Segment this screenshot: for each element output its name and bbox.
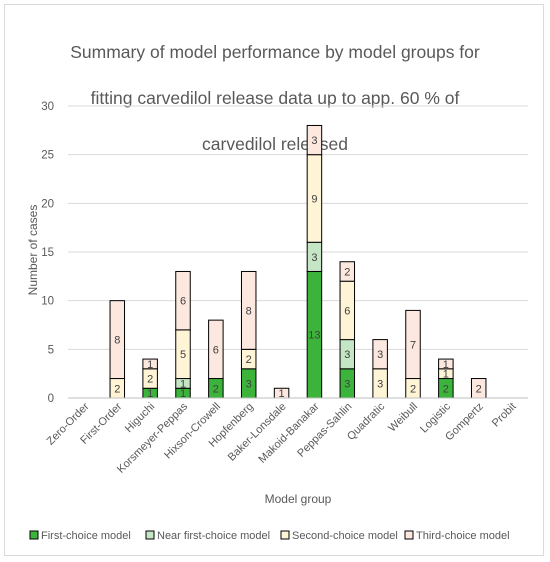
data-label: 6: [180, 296, 186, 308]
bar-segment: [109, 300, 126, 380]
gridlines: [68, 105, 528, 399]
data-label: 1: [279, 388, 285, 400]
data-label: 1: [443, 359, 449, 371]
y-tick-label: 10: [41, 296, 54, 308]
bar-segment: [306, 124, 323, 156]
y-tick-label: 30: [41, 101, 54, 113]
data-label: 3: [377, 378, 383, 390]
bar-segment: [240, 270, 257, 350]
data-label: 1: [443, 369, 449, 381]
legend-label: Second-choice model: [292, 530, 398, 542]
data-label: 7: [410, 339, 416, 351]
bar-segment: [208, 319, 224, 380]
data-label: 6: [344, 305, 350, 317]
data-label: 5: [180, 349, 186, 361]
data-label: 2: [246, 354, 252, 366]
chart-title-line: fitting carvedilol release data up to ap…: [90, 88, 460, 108]
data-label: 3: [311, 135, 317, 147]
legend-swatch: [145, 530, 155, 540]
data-label: 3: [344, 378, 350, 390]
legend: First-choice model Near first-choice mode…: [29, 530, 510, 542]
x-tick-label: Baker-Lonsdale: [226, 401, 289, 464]
bar-segment: [175, 270, 191, 331]
y-axis-label: Number of cases: [26, 205, 40, 296]
data-label: 1: [147, 388, 153, 400]
data-label: 8: [246, 305, 252, 317]
data-label: 1: [180, 388, 186, 400]
data-label: 2: [443, 383, 449, 395]
x-axis: Zero-OrderFirst-OrderHiguchiKorsmeyer-Pe…: [45, 397, 528, 476]
data-label: 3: [344, 349, 350, 361]
legend-label: Third-choice model: [416, 530, 510, 542]
x-tick-label: Makoid-Banakar: [256, 400, 321, 465]
bar-segment: [438, 358, 454, 370]
data-label: 2: [410, 383, 416, 395]
data-label: 9: [311, 193, 317, 205]
y-tick-label: 15: [41, 247, 54, 259]
data-label: 2: [344, 266, 350, 278]
x-tick-label: Probit: [490, 401, 519, 430]
data-label: 3: [246, 378, 252, 390]
chart-frame: [4, 4, 544, 556]
legend-label: First-choice model: [41, 530, 131, 542]
data-label: 2: [213, 383, 219, 395]
data-label: 2: [147, 374, 153, 386]
x-axis-label: Model group: [265, 492, 332, 506]
y-tick-label: 5: [48, 344, 54, 356]
data-label: 1: [180, 378, 186, 390]
y-tick-label: 0: [48, 393, 54, 405]
data-label: 2: [114, 383, 120, 395]
data-label: 8: [114, 335, 120, 347]
data-label: 13: [308, 330, 320, 342]
legend-swatch: [29, 530, 39, 540]
data-label: 2: [476, 383, 482, 395]
y-tick-label: 25: [41, 150, 54, 162]
bar-segment: [405, 309, 421, 380]
x-tick-label: Weibull: [386, 401, 420, 435]
legend-label: Near first-choice model: [157, 530, 270, 542]
chart-title: Summary of model performance by model gr…: [0, 18, 550, 179]
data-label: 3: [311, 252, 317, 264]
bar-segment: [339, 261, 356, 282]
chart-title-line: Summary of model performance by model gr…: [70, 42, 480, 62]
data-label: 1: [147, 359, 153, 371]
bar-segment: [142, 358, 158, 370]
bar-segment: [372, 339, 388, 370]
legend-swatch: [404, 530, 414, 540]
y-tick-label: 20: [41, 198, 54, 210]
legend-swatch: [280, 530, 290, 540]
data-label: 6: [213, 344, 219, 356]
data-label: 3: [377, 349, 383, 361]
y-axis: 0 5 10 15 20 25 30: [41, 101, 54, 405]
